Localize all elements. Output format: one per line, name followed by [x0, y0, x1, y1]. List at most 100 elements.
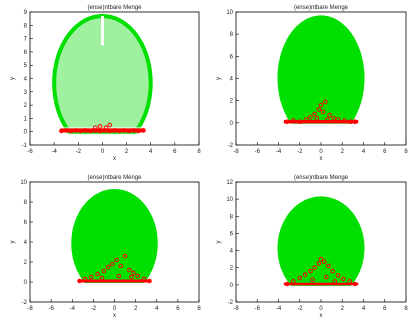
y-tick-label: 9	[24, 10, 28, 16]
y-tick-label: 4	[230, 77, 234, 83]
data-point	[318, 102, 324, 108]
x-axis-label: x	[320, 313, 323, 319]
x-tick-label: 8	[197, 149, 201, 155]
data-point	[297, 275, 303, 281]
y-axis-label: y	[216, 241, 222, 244]
data-point	[316, 261, 322, 266]
x-tick-label: 0	[319, 149, 323, 155]
data-point	[97, 124, 103, 129]
y-tick-label: 6	[230, 54, 234, 60]
x-tick-label: -4	[276, 306, 282, 312]
chart-title: (ense)ntbare Menge	[294, 5, 349, 11]
x-tick-label: -2	[76, 149, 82, 155]
feasible-region	[277, 196, 365, 286]
x-tick-label: 6	[176, 306, 180, 312]
data-point	[341, 276, 346, 282]
chart-title: (ense)ntbare Menge	[87, 5, 142, 11]
y-tick-label: -2	[228, 143, 234, 149]
data-point	[321, 259, 327, 265]
data-point	[324, 274, 329, 280]
region-gap	[100, 15, 104, 46]
x-tick-label: -6	[48, 306, 54, 312]
y-tick-label: 5	[24, 63, 28, 69]
y-tick-label: -2	[22, 300, 28, 306]
y-tick-label: 6	[230, 231, 234, 237]
y-tick-label: 8	[230, 214, 234, 220]
x-tick-label: -8	[233, 149, 239, 155]
data-point	[335, 273, 341, 278]
x-tick-label: 2	[341, 306, 345, 312]
y-tick-label: 0	[24, 280, 28, 286]
x-tick-label: -4	[276, 149, 282, 155]
feasible-region	[71, 188, 158, 283]
y-tick-label: 8	[24, 200, 28, 206]
data-point	[101, 268, 107, 274]
x-tick-label: 6	[383, 149, 387, 155]
chart-panel-3: -8 -6 -4 -2 0 2 4 6 8 -2 0 2 4 6 8 10 (ense)ntbare Menge…	[10, 175, 201, 319]
y-tick-label: 3	[24, 90, 28, 96]
y-tick-label: 2	[24, 103, 28, 109]
data-point	[127, 267, 132, 273]
data-point	[312, 111, 317, 117]
y-axis-label: y	[10, 241, 16, 244]
x-tick-label: 2	[134, 306, 138, 312]
chart-title: (ense)ntbare Menge	[87, 175, 142, 181]
data-point	[95, 271, 100, 277]
data-point	[122, 253, 128, 259]
y-tick-label: 1	[24, 116, 28, 122]
y-tick-label: 6	[24, 220, 28, 226]
x-tick-label: 8	[404, 149, 408, 155]
y-tick-label: 0	[24, 130, 28, 136]
data-point	[131, 270, 136, 276]
y-tick-label: 2	[230, 266, 234, 272]
data-point	[114, 257, 119, 263]
data-point	[310, 277, 315, 283]
point-cluster-band	[283, 120, 359, 124]
x-tick-label: 2	[341, 149, 345, 155]
chart-panel-1: -6 -4 -2 0 2 4 6 8 -1 0 1 2 3 4 5 6 7 8 9 (ense)ntbare Meng…	[10, 5, 201, 162]
x-tick-label: -4	[51, 149, 57, 155]
x-tick-label: -6	[255, 149, 261, 155]
data-point	[330, 268, 336, 274]
x-tick-label: 4	[362, 306, 366, 312]
data-point	[105, 264, 111, 270]
x-axis-label: x	[113, 313, 116, 319]
y-tick-label: 4	[24, 77, 28, 83]
data-point	[110, 261, 115, 267]
x-tick-label: -2	[91, 306, 97, 312]
y-tick-label: 4	[24, 240, 28, 246]
y-tick-label: 2	[230, 99, 234, 105]
y-axis-label: y	[10, 77, 16, 80]
x-tick-label: -8	[233, 306, 239, 312]
x-tick-label: -8	[27, 306, 33, 312]
data-point	[312, 265, 317, 271]
x-tick-label: 4	[155, 306, 159, 312]
x-tick-label: 0	[101, 149, 105, 155]
x-axis-label: x	[113, 156, 116, 162]
data-point	[318, 256, 324, 262]
x-axis-label: x	[320, 156, 323, 162]
y-tick-label: 10	[226, 197, 233, 203]
y-tick-label: -2	[228, 300, 234, 306]
y-tick-label: 8	[24, 23, 28, 29]
data-point	[116, 273, 121, 279]
data-point	[135, 273, 140, 279]
y-tick-label: 7	[24, 37, 28, 43]
y-tick-label: 10	[20, 180, 27, 186]
data-point	[118, 263, 124, 269]
data-point	[129, 274, 134, 280]
chart-panel-2: -8 -6 -4 -2 0 2 4 6 8 -2 0 2 4 6 8 10 (ense)ntbare Menge…	[216, 5, 408, 162]
x-tick-label: -2	[297, 149, 303, 155]
y-tick-label: 8	[230, 32, 234, 38]
point-cluster-band	[60, 128, 145, 133]
chart-title: (ense)ntbare Menge	[294, 175, 349, 181]
x-tick-label: -6	[255, 306, 261, 312]
data-point	[302, 272, 308, 277]
x-tick-label: 6	[383, 306, 387, 312]
data-point	[326, 263, 331, 269]
data-point	[327, 112, 332, 118]
point-cluster-band	[283, 282, 359, 286]
x-tick-label: 2	[125, 149, 129, 155]
y-tick-label: -1	[22, 143, 28, 149]
point-cluster-band	[77, 279, 152, 283]
